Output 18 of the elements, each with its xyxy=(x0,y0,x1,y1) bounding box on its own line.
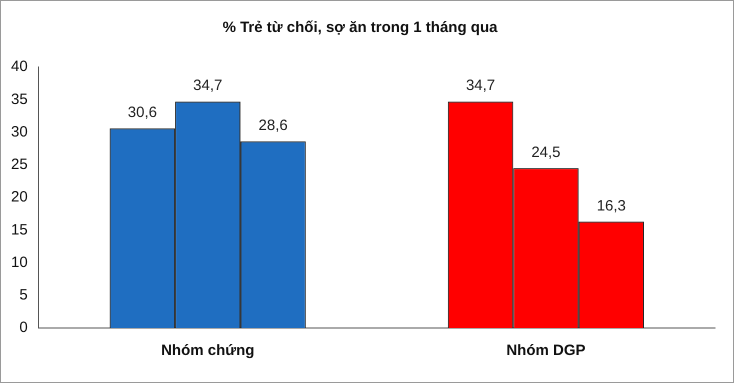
y-tick-label: 35 xyxy=(10,90,28,108)
y-tick-label: 40 xyxy=(10,58,28,76)
data-label: 24,5 xyxy=(531,144,561,161)
y-tick-label: 20 xyxy=(10,188,28,206)
chart-title: % Trẻ từ chối, sợ ăn trong 1 tháng qua xyxy=(222,19,498,36)
data-label: 16,3 xyxy=(596,197,626,214)
y-tick-label: 15 xyxy=(10,221,28,238)
data-label: 30,6 xyxy=(128,104,157,121)
y-tick-label: 0 xyxy=(19,319,28,336)
y-tick-label: 25 xyxy=(10,156,28,174)
data-label: 34,7 xyxy=(193,77,222,94)
y-tick-label: 30 xyxy=(10,123,28,140)
y-tick-label: 10 xyxy=(10,254,28,271)
x-tick-label: Nhóm DGP xyxy=(506,342,586,360)
x-tick-label: Nhóm chứng xyxy=(161,342,254,360)
y-tick-label: 5 xyxy=(19,286,28,304)
data-label: 34,7 xyxy=(466,77,496,94)
data-label: 28,6 xyxy=(258,117,288,134)
